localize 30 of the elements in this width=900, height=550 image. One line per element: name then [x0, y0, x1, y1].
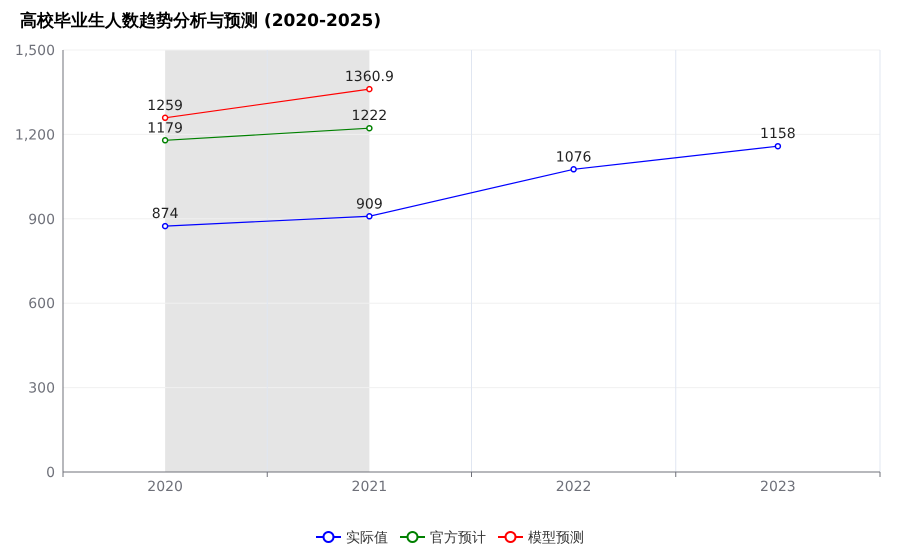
x-tick-label: 2021	[352, 479, 388, 495]
point	[366, 86, 373, 92]
y-tick-label: 1,200	[14, 127, 55, 144]
y-tick-label: 1,500	[14, 43, 55, 59]
point	[162, 137, 168, 144]
data-label: 1360.9	[344, 69, 394, 86]
point	[162, 114, 168, 122]
y-tick-label: 300	[28, 380, 55, 397]
data-label: 1222	[352, 108, 388, 124]
y-tick-label: 900	[28, 212, 55, 228]
x-tick-label: 2020	[147, 479, 183, 495]
point	[366, 124, 373, 132]
legend-label: 模型预测	[528, 530, 584, 546]
data-label: 1259	[147, 98, 183, 114]
y-tick-label: 600	[28, 296, 55, 312]
chart-title: 高校毕业生人数趋势分析与预测 (2020-2025)	[20, 11, 382, 31]
point	[570, 166, 577, 173]
y-tick-label: 0	[46, 465, 55, 481]
legend-label: 实际值	[346, 530, 388, 546]
x-tick-label: 2023	[760, 479, 796, 495]
point	[162, 222, 168, 230]
data-label: 1076	[556, 149, 592, 166]
x-tick-label: 2022	[556, 479, 592, 495]
data-label: 1158	[760, 126, 796, 142]
data-label: 874	[152, 206, 179, 222]
data-label: 909	[356, 196, 383, 212]
point	[366, 213, 373, 220]
legend-label: 官方预计	[430, 530, 486, 546]
data-label: 1179	[147, 120, 183, 136]
point	[774, 142, 782, 150]
